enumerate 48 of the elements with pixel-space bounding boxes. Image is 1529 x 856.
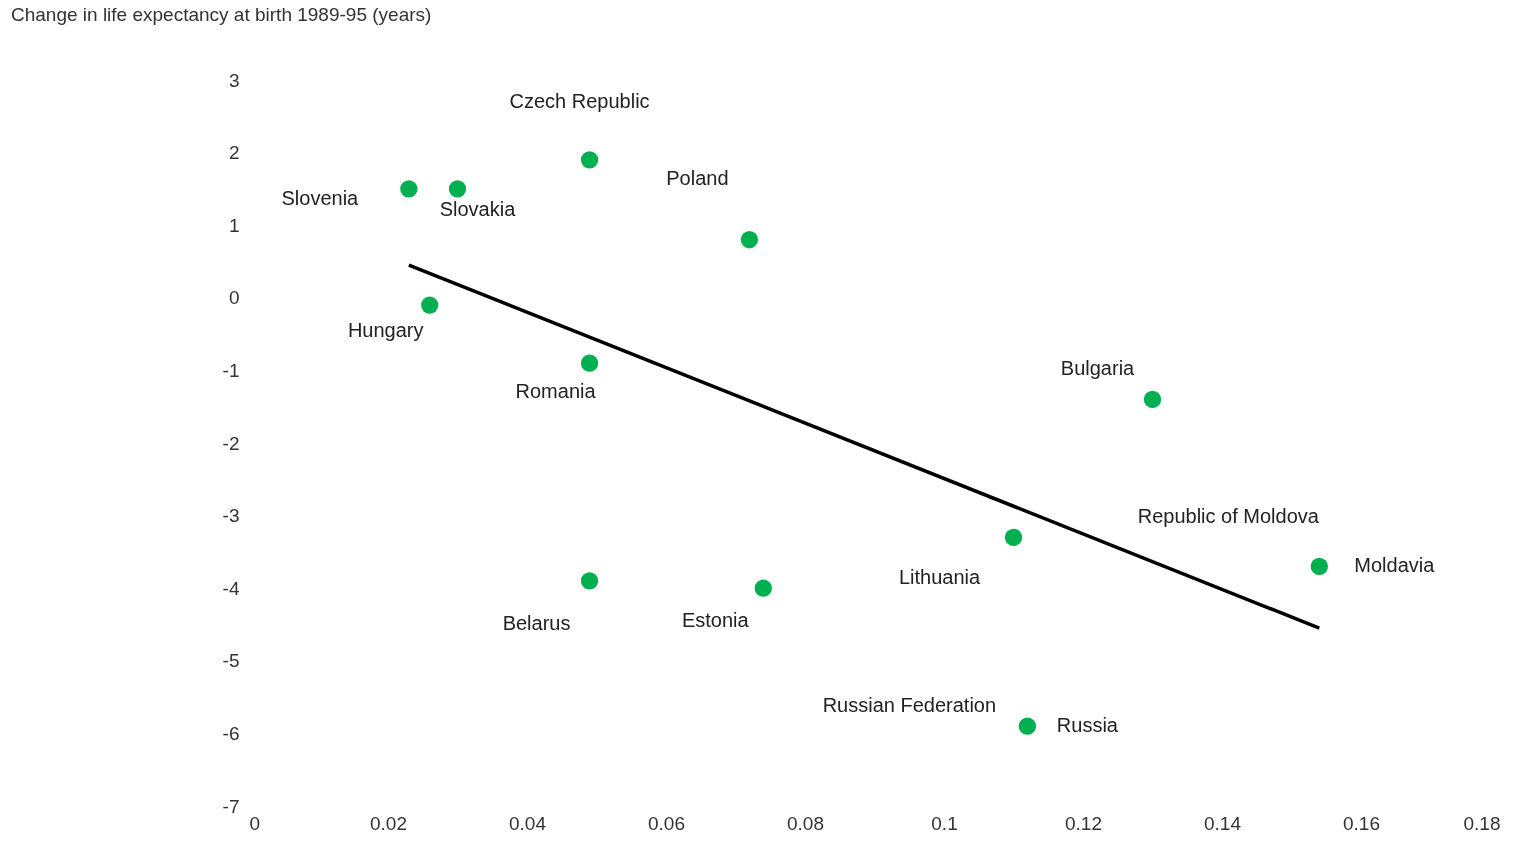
y-tick-label: -1	[222, 359, 240, 381]
point	[754, 579, 772, 597]
annotation: Poland	[666, 166, 729, 189]
x-tick-label: 0	[249, 812, 261, 834]
x-tick-label: 0.18	[1463, 812, 1501, 834]
y-tick-label: -4	[222, 577, 240, 599]
x-tick-label: 0.12	[1065, 812, 1102, 834]
point	[421, 296, 439, 314]
x-tick-label: 0.16	[1343, 812, 1380, 834]
y-tick-label: 0	[228, 287, 240, 309]
x-tick-label: 0.06	[648, 812, 685, 834]
annotation: Russia	[1056, 714, 1119, 737]
point	[400, 180, 418, 198]
y-tick-label: -2	[222, 432, 240, 454]
annotation: Slovenia	[281, 186, 360, 209]
point	[740, 231, 759, 249]
point	[1310, 557, 1328, 576]
annotation: Belarus	[502, 611, 571, 634]
annotation: Republic of Moldova	[1137, 505, 1320, 528]
point	[1004, 528, 1023, 547]
annotation: Estonia	[681, 609, 750, 632]
y-tick-label: -6	[222, 722, 240, 744]
annotation: Bulgaria	[1060, 357, 1136, 380]
point	[1018, 717, 1037, 735]
point	[580, 354, 599, 372]
x-tick-label: 0.08	[787, 812, 824, 834]
x-tick-label: 0.02	[370, 812, 407, 834]
y-tick-label: 2	[228, 142, 240, 164]
x-tick-label: 0.04	[509, 812, 547, 834]
annotation: Moldavia	[1354, 554, 1436, 577]
annotation: Hungary	[347, 319, 424, 342]
annotation: Lithuania	[898, 566, 981, 589]
y-tick-label: -7	[222, 795, 240, 817]
x-tick-label: 0.14	[1204, 812, 1242, 834]
annotation: Czech Republic	[509, 89, 650, 112]
annotation: Slovakia	[439, 197, 517, 220]
point	[580, 151, 599, 169]
y-tick-label: -5	[222, 650, 240, 672]
y-tick-label: 1	[228, 214, 240, 236]
y-tick-label: 3	[228, 69, 240, 91]
point	[448, 180, 467, 198]
x-tick-label: 0.1	[931, 812, 958, 834]
annotation: Romania	[515, 380, 597, 403]
point	[580, 572, 599, 590]
y-tick-label: -3	[222, 505, 240, 527]
annotation: Russian Federation	[822, 694, 997, 717]
chart-title: Change in life expectancy at birth 1989-95 (years)	[11, 4, 432, 25]
point	[1143, 390, 1162, 409]
